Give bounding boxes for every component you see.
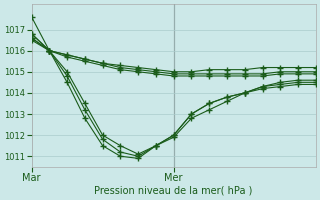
X-axis label: Pression niveau de la mer( hPa ): Pression niveau de la mer( hPa ) <box>94 186 253 196</box>
